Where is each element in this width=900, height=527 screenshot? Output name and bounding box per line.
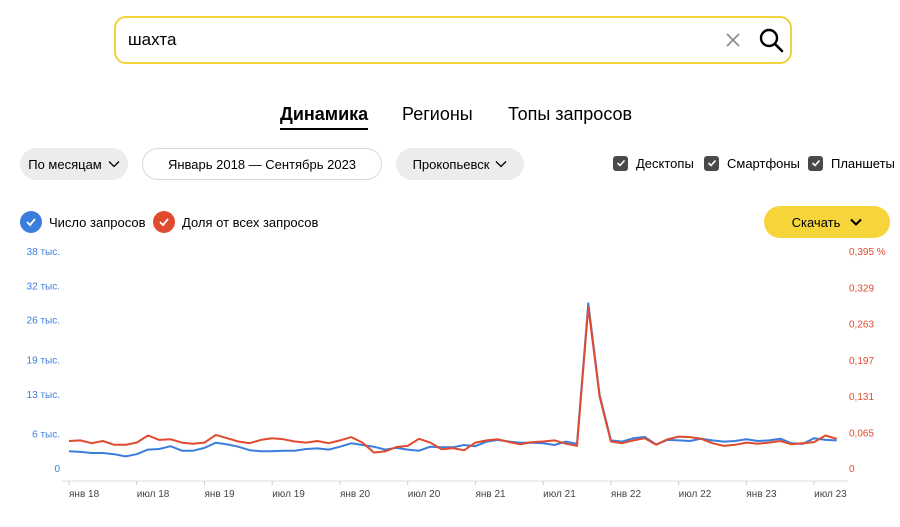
y-left-tick-label: 13 тыс. bbox=[27, 390, 60, 401]
x-tick-label: янв 23 bbox=[746, 489, 777, 500]
x-tick-label: янв 21 bbox=[475, 489, 506, 500]
legend-count-label: Число запросов bbox=[49, 214, 146, 230]
checkbox-tablets[interactable]: Планшеты bbox=[808, 155, 895, 171]
series-line-share bbox=[68, 305, 837, 454]
clear-icon[interactable] bbox=[724, 31, 742, 49]
x-tick-label: июл 21 bbox=[543, 489, 576, 500]
y-left-tick-label: 19 тыс. bbox=[27, 356, 60, 367]
checkbox-checked-icon bbox=[704, 155, 719, 171]
chevron-down-icon bbox=[108, 161, 120, 168]
x-tick-label: июл 23 bbox=[814, 489, 847, 500]
x-tick-label: янв 22 bbox=[611, 489, 642, 500]
x-tick-label: июл 19 bbox=[272, 489, 305, 500]
legend-count-toggle[interactable]: Число запросов bbox=[20, 211, 145, 233]
region-label: Прокопьевск bbox=[412, 156, 490, 172]
y-right-tick-label: 0,395 % bbox=[849, 247, 886, 258]
checkbox-desktops[interactable]: Десктопы bbox=[613, 155, 694, 171]
search-icon[interactable] bbox=[758, 27, 784, 53]
download-label: Скачать bbox=[791, 214, 841, 230]
x-tick-label: июл 18 bbox=[137, 489, 170, 500]
region-select[interactable]: Прокопьевск bbox=[396, 148, 524, 180]
checkbox-checked-icon bbox=[613, 155, 628, 171]
x-tick-label: янв 19 bbox=[204, 489, 235, 500]
y-right-tick-label: 0,065 bbox=[849, 428, 874, 439]
x-tick-label: янв 20 bbox=[340, 489, 371, 500]
y-left-tick-label: 6 тыс. bbox=[32, 430, 60, 441]
y-left-tick-label: 38 тыс. bbox=[27, 247, 60, 258]
y-left-tick-label: 32 тыс. bbox=[27, 281, 60, 292]
view-tabs: Динамика Регионы Топы запросов bbox=[0, 104, 900, 130]
search-input[interactable] bbox=[128, 18, 688, 62]
series-line-count bbox=[68, 302, 837, 458]
legend-share-label: Доля от всех запросов bbox=[182, 214, 319, 230]
period-group-select[interactable]: По месяцам bbox=[20, 148, 128, 180]
date-range-picker[interactable]: Январь 2018 — Сентябрь 2023 bbox=[142, 148, 382, 180]
x-tick-label: июл 22 bbox=[679, 489, 712, 500]
checkmark-icon bbox=[20, 211, 42, 233]
checkbox-label: Планшеты bbox=[831, 155, 895, 171]
y-left-tick-label: 26 тыс. bbox=[27, 316, 60, 327]
y-right-tick-label: 0,329 bbox=[849, 283, 874, 294]
chevron-down-icon bbox=[850, 218, 863, 226]
dynamics-chart: 38 тыс. 32 тыс. 26 тыс. 19 тыс. 13 тыс. 6 тыс… bbox=[27, 247, 886, 500]
y-left-tick-label: 0 bbox=[54, 464, 60, 475]
chevron-down-icon bbox=[495, 161, 507, 168]
tab-top-queries[interactable]: Топы запросов bbox=[508, 104, 633, 124]
tab-dynamics[interactable]: Динамика bbox=[280, 104, 369, 130]
checkbox-label: Десктопы bbox=[636, 155, 694, 171]
y-right-tick-label: 0 bbox=[849, 464, 855, 475]
download-button[interactable]: Скачать bbox=[764, 206, 890, 238]
tab-regions[interactable]: Регионы bbox=[402, 104, 473, 124]
y-right-tick-label: 0,197 bbox=[849, 356, 874, 367]
checkbox-label: Смартфоны bbox=[727, 155, 800, 171]
y-right-tick-label: 0,263 bbox=[849, 320, 874, 331]
x-tick-label: янв 18 bbox=[69, 489, 100, 500]
period-group-label: По месяцам bbox=[28, 156, 102, 172]
checkbox-checked-icon bbox=[808, 155, 823, 171]
search-box bbox=[114, 16, 792, 64]
checkbox-smartphones[interactable]: Смартфоны bbox=[704, 155, 800, 171]
x-tick-label: июл 20 bbox=[408, 489, 441, 500]
date-range-label: Январь 2018 — Сентябрь 2023 bbox=[167, 156, 357, 172]
y-right-tick-label: 0,131 bbox=[849, 392, 874, 403]
checkmark-icon bbox=[153, 211, 175, 233]
legend-share-toggle[interactable]: Доля от всех запросов bbox=[153, 211, 318, 233]
